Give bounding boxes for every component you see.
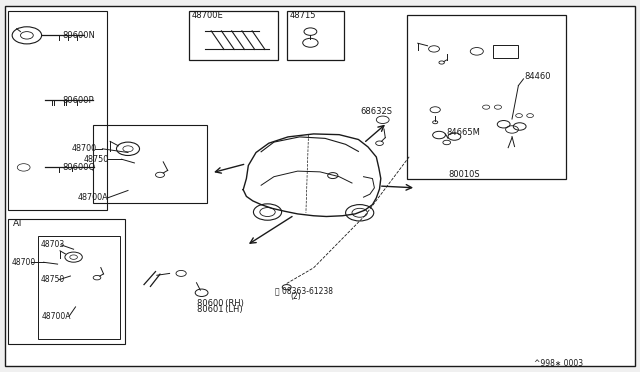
Bar <box>90 281 93 285</box>
Bar <box>8 11 107 210</box>
Text: 48750: 48750 <box>40 275 65 284</box>
Bar <box>284 285 289 286</box>
Bar <box>370 182 378 190</box>
Bar <box>8 219 125 344</box>
Bar <box>443 66 447 70</box>
Text: 48703: 48703 <box>40 240 65 249</box>
Bar <box>38 236 120 339</box>
Text: 48750: 48750 <box>83 155 108 164</box>
Bar <box>100 281 104 285</box>
Text: 48700: 48700 <box>72 144 97 153</box>
Bar <box>407 15 566 179</box>
Bar <box>162 177 167 183</box>
Bar <box>447 66 451 70</box>
Bar <box>93 125 207 203</box>
Bar <box>12 99 23 106</box>
Text: 80600 (RH): 80600 (RH) <box>197 299 244 308</box>
Bar <box>287 11 344 60</box>
Text: 48700A: 48700A <box>42 312 71 321</box>
Bar <box>462 111 470 115</box>
Bar <box>95 281 99 285</box>
Bar <box>149 177 154 183</box>
Text: AT: AT <box>13 219 24 228</box>
Text: 68632S: 68632S <box>360 107 392 116</box>
Text: 80600Q: 80600Q <box>63 163 96 172</box>
Text: 48700A: 48700A <box>78 193 109 202</box>
Text: 80600P: 80600P <box>63 96 94 105</box>
Text: 80600N: 80600N <box>63 31 95 40</box>
Polygon shape <box>243 134 381 217</box>
Bar <box>438 66 442 70</box>
Bar <box>6 92 45 109</box>
Text: 84460: 84460 <box>525 72 551 81</box>
Text: 48715: 48715 <box>290 11 316 20</box>
Text: 48700: 48700 <box>12 258 36 267</box>
Bar <box>493 45 518 58</box>
Text: ^998∗ 0003: ^998∗ 0003 <box>534 359 584 368</box>
Text: Ⓑ 08363-61238: Ⓑ 08363-61238 <box>275 286 333 295</box>
Bar <box>189 11 278 60</box>
Text: 84665M: 84665M <box>447 128 481 137</box>
Text: 80601 (LH): 80601 (LH) <box>197 305 243 314</box>
Bar <box>156 177 161 183</box>
Text: (2): (2) <box>290 292 301 301</box>
Text: 48700E: 48700E <box>192 11 224 20</box>
Text: 80010S: 80010S <box>448 170 479 179</box>
